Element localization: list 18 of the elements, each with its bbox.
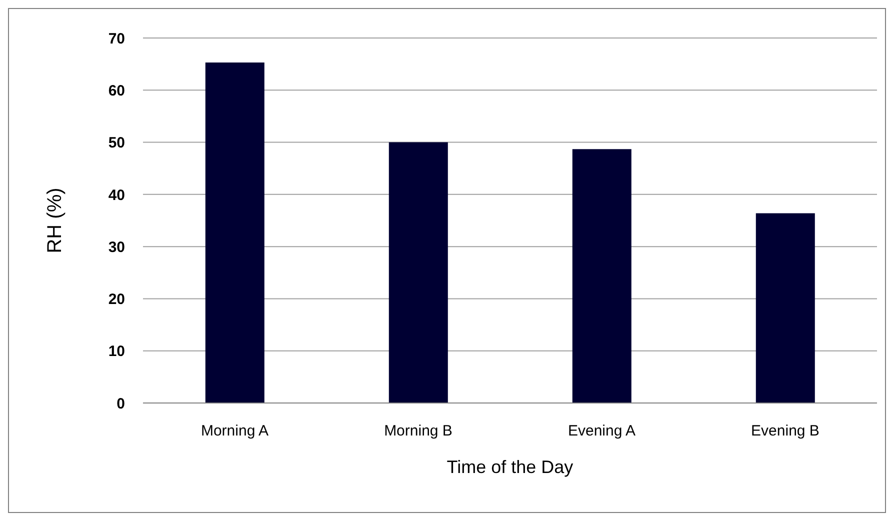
x-axis-title: Time of the Day bbox=[446, 457, 574, 477]
y-tick-label: 0 bbox=[116, 395, 125, 412]
y-tick-label: 40 bbox=[108, 186, 125, 204]
bar bbox=[572, 149, 632, 403]
y-tick-label: 70 bbox=[108, 30, 125, 48]
y-tick-label: 20 bbox=[108, 291, 125, 308]
bar bbox=[388, 142, 448, 403]
y-tick-label: 30 bbox=[108, 238, 125, 256]
x-tick-label: Evening A bbox=[568, 422, 636, 440]
x-tick-label: Morning A bbox=[200, 422, 269, 440]
y-tick-label: 10 bbox=[108, 343, 125, 360]
bar bbox=[205, 62, 264, 403]
y-tick-label: 60 bbox=[108, 82, 125, 100]
bar bbox=[756, 213, 815, 403]
x-tick-label: Evening B bbox=[751, 422, 820, 440]
x-tick-label: Morning B bbox=[384, 422, 452, 440]
y-axis-title: RH (%) bbox=[44, 188, 66, 254]
y-tick-label: 50 bbox=[108, 134, 125, 152]
